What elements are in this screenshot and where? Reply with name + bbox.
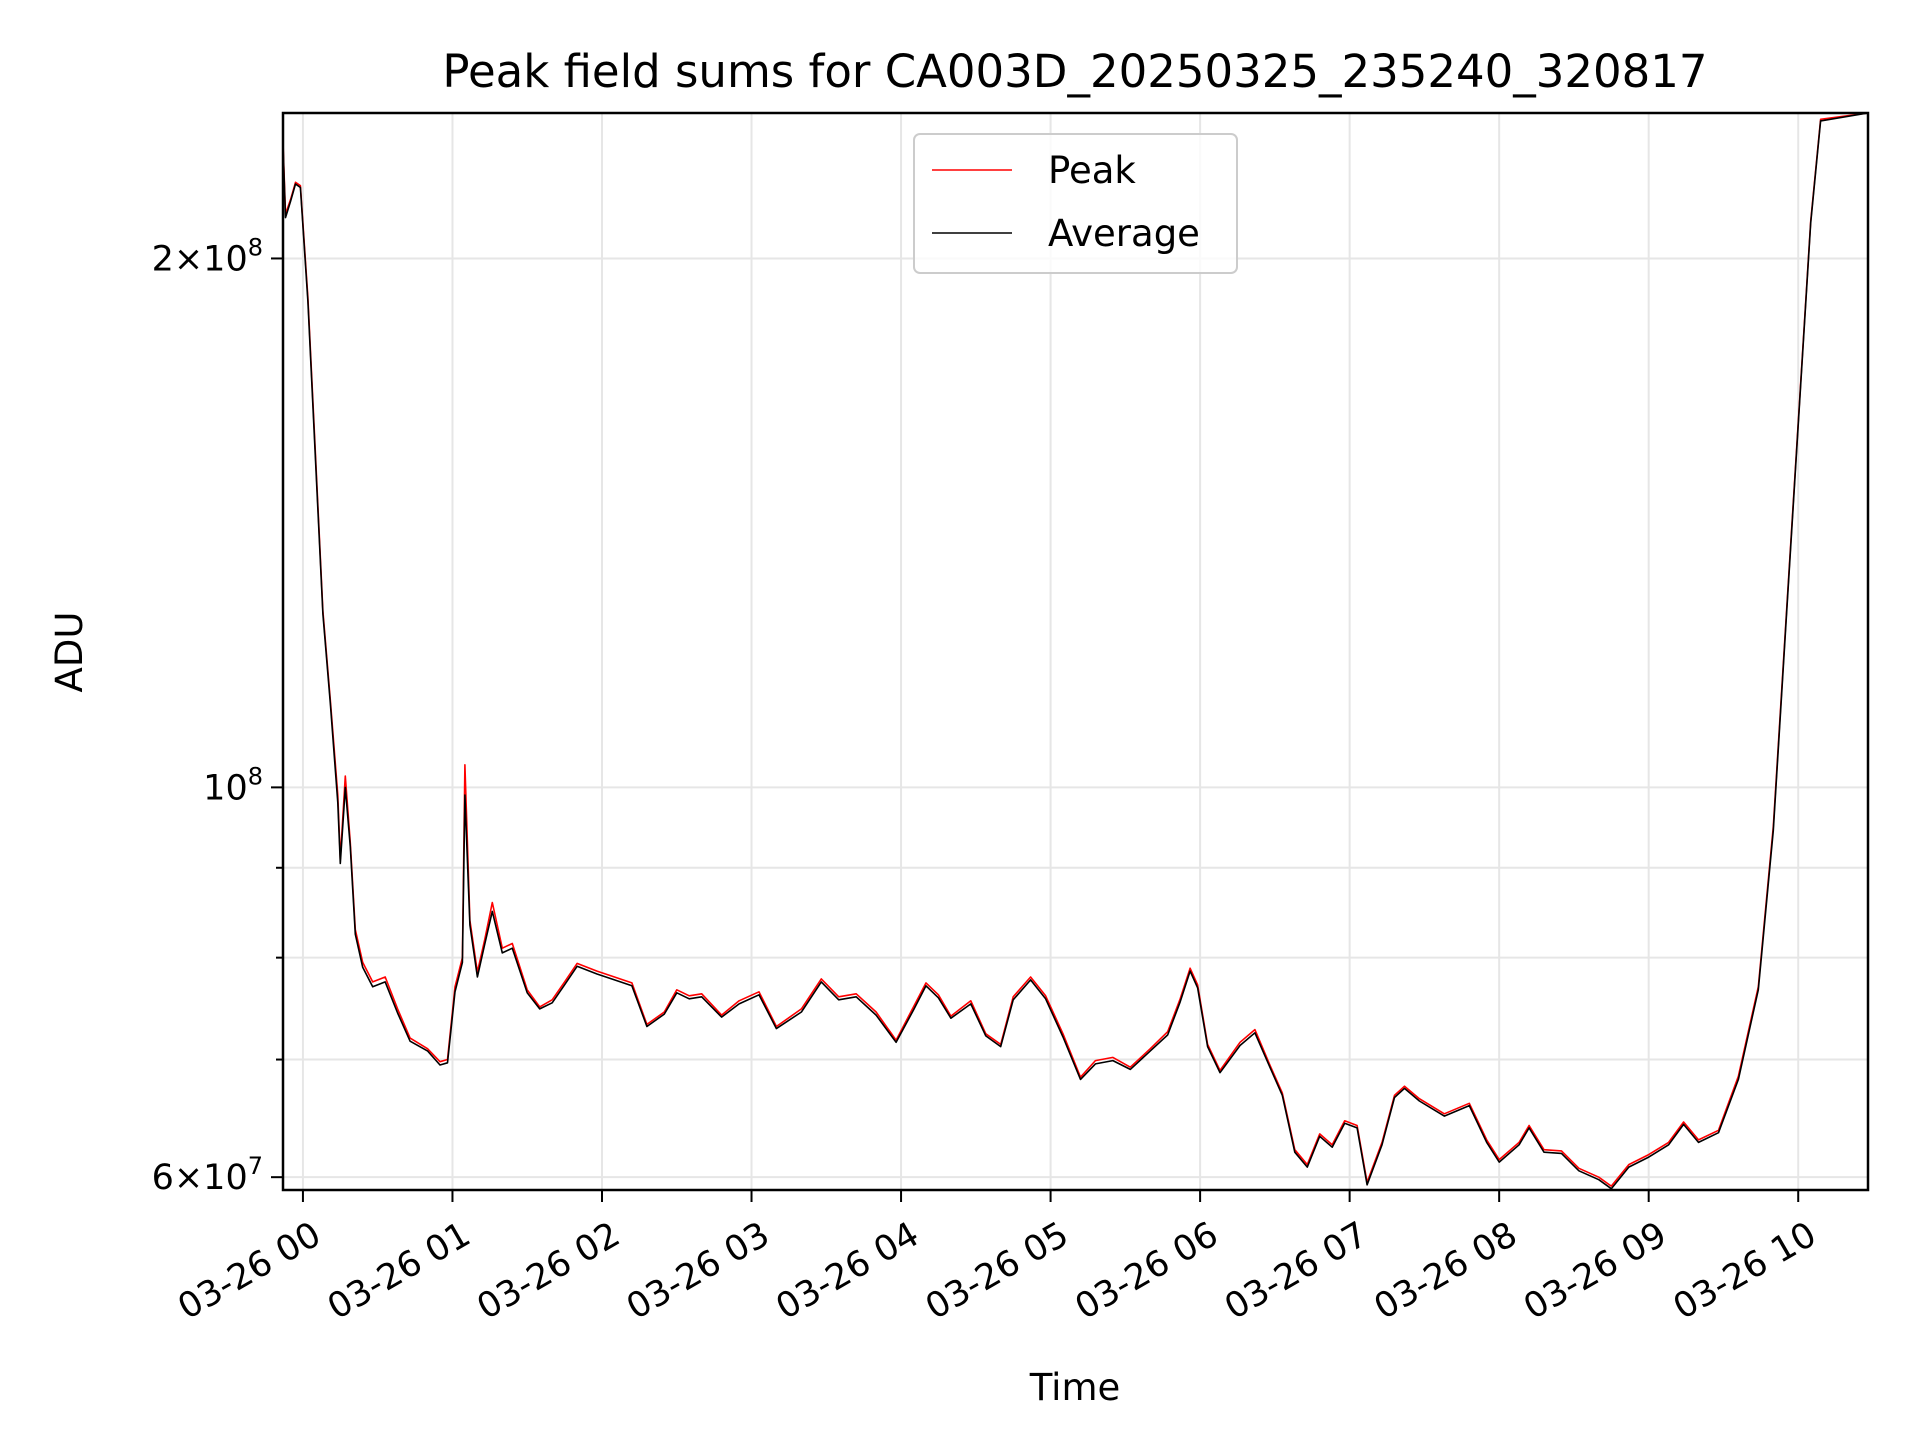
chart-title: Peak field sums for CA003D_20250325_2352… bbox=[442, 45, 1707, 98]
grid-lines bbox=[283, 113, 1868, 1190]
series-line-peak bbox=[282, 112, 1869, 1187]
legend: Peak Average bbox=[913, 133, 1238, 274]
y-axis-ticks: 6×107 108 2×108 bbox=[152, 233, 283, 1198]
y-tick-label: 2×108 bbox=[152, 233, 263, 279]
y-tick-label: 108 bbox=[203, 762, 263, 808]
series-line-average bbox=[282, 112, 1869, 1190]
y-axis-label: ADU bbox=[48, 612, 91, 693]
legend-label-peak: Peak bbox=[1048, 149, 1136, 192]
y-tick-label: 6×107 bbox=[152, 1152, 263, 1198]
series-lines bbox=[282, 112, 1869, 1190]
legend-label-average: Average bbox=[1048, 212, 1200, 255]
plot-frame bbox=[281, 111, 1870, 1192]
x-axis-label: Time bbox=[1029, 1366, 1121, 1409]
legend-box bbox=[913, 133, 1238, 274]
